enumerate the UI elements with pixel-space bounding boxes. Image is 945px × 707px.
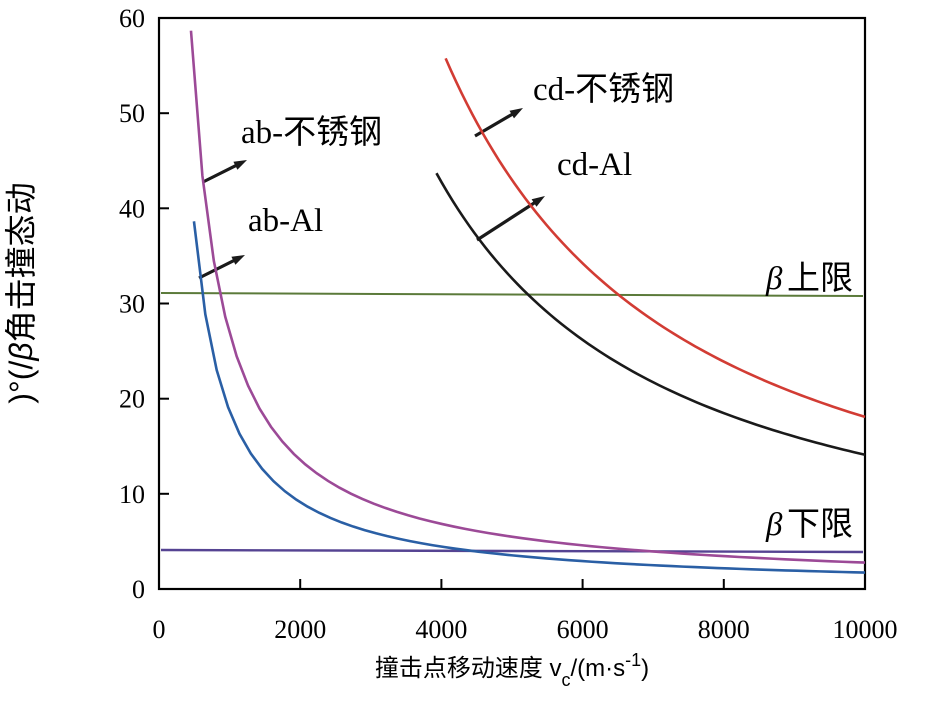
svg-text:4000: 4000 [415,615,467,644]
svg-text:β: β [765,507,783,543]
svg-text:ab-不锈钢: ab-不锈钢 [241,115,382,151]
svg-text:)°(/β角击撞态动: )°(/β角击撞态动 [3,182,39,403]
svg-text:20: 20 [119,385,145,414]
svg-text:60: 60 [119,4,145,33]
svg-text:6000: 6000 [557,615,609,644]
svg-text:上限: 上限 [787,261,853,297]
svg-text:cd-不锈钢: cd-不锈钢 [533,72,674,108]
svg-text:50: 50 [119,99,145,128]
svg-text:撞击点移动速度 vc/(m·s-1): 撞击点移动速度 vc/(m·s-1) [375,650,649,690]
svg-text:0: 0 [153,615,166,644]
svg-text:下限: 下限 [787,507,853,543]
svg-text:0: 0 [132,575,145,604]
svg-text:10: 10 [119,480,145,509]
svg-text:β: β [765,261,783,297]
svg-text:10000: 10000 [833,615,898,644]
svg-text:30: 30 [119,290,145,319]
svg-text:40: 40 [119,194,145,223]
svg-text:ab-Al: ab-Al [248,203,323,239]
svg-text:2000: 2000 [274,615,326,644]
svg-text:8000: 8000 [698,615,750,644]
svg-text:cd-Al: cd-Al [557,147,632,183]
